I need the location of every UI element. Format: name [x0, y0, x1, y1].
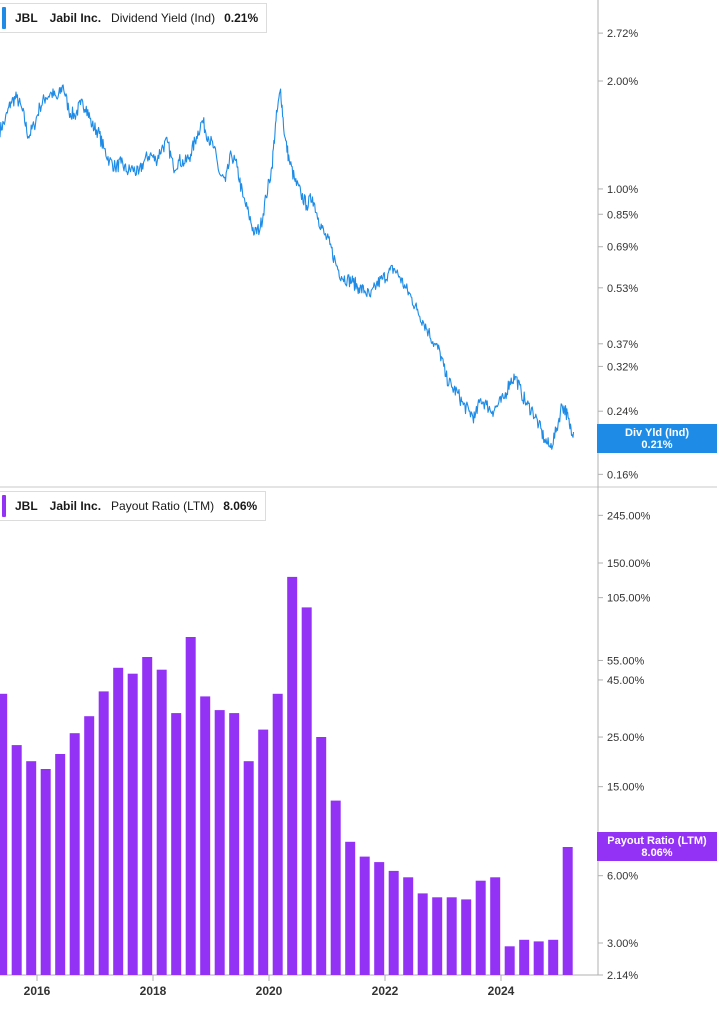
payout-legend: JBL Jabil Inc. Payout Ratio (LTM) 8.06%: [0, 491, 267, 521]
payout-bar: [475, 880, 486, 975]
yield-y-tick-label: 1.00%: [607, 184, 638, 196]
yield-y-tick-label: 0.16%: [607, 469, 638, 481]
yield-legend-value: 0.21%: [224, 11, 259, 25]
payout-y-tick-label: 15.00%: [607, 782, 645, 794]
payout-bar: [171, 713, 182, 975]
yield-legend-ticker: JBL: [15, 11, 38, 25]
yield-y-tick-label: 0.24%: [607, 406, 638, 418]
yield-y-tick-label: 0.32%: [607, 361, 638, 373]
x-tick-label: 2018: [140, 984, 167, 998]
payout-bar: [127, 673, 138, 975]
payout-bar: [504, 946, 515, 975]
payout-y-tick-label: 150.00%: [607, 558, 651, 570]
yield-y-tick-label: 0.53%: [607, 283, 638, 295]
payout-bar: [0, 693, 8, 975]
payout-bar: [113, 667, 124, 975]
payout-bar: [562, 847, 573, 975]
payout-bar: [214, 710, 225, 975]
payout-bar: [519, 939, 530, 975]
x-tick-label: 2016: [24, 984, 51, 998]
payout-y-tick-label: 105.00%: [607, 593, 651, 605]
yield-badge-value: 0.21%: [641, 439, 673, 451]
payout-bar: [417, 893, 428, 975]
payout-bar: [374, 862, 385, 975]
payout-y-tick-label: 2.14%: [607, 970, 638, 982]
payout-bar: [229, 713, 240, 975]
yield-legend-swatch: [2, 7, 6, 29]
yield-y-tick-label: 2.00%: [607, 76, 638, 88]
payout-y-tick-label: 55.00%: [607, 655, 645, 667]
payout-bar: [432, 897, 443, 975]
payout-bar: [69, 733, 80, 975]
yield-legend: JBL Jabil Inc. Dividend Yield (Ind) 0.21…: [0, 3, 268, 33]
yield-badge-label: Div Yld (Ind): [625, 427, 689, 439]
payout-legend-swatch: [2, 495, 6, 517]
payout-bar: [548, 939, 559, 975]
payout-bar: [156, 669, 167, 975]
payout-bar: [533, 941, 544, 975]
yield-y-tick-label: 0.85%: [607, 209, 638, 221]
yield-y-tick-label: 2.72%: [607, 28, 638, 40]
x-tick-label: 2024: [488, 984, 515, 998]
payout-bar: [84, 716, 95, 975]
yield-legend-metric: Dividend Yield (Ind): [111, 11, 216, 25]
payout-value-badge: Payout Ratio (LTM) 8.06%: [597, 832, 717, 861]
payout-bar: [345, 841, 356, 975]
payout-bar: [26, 761, 37, 975]
yield-y-tick-label: 0.69%: [607, 242, 638, 254]
payout-bar: [446, 897, 457, 975]
payout-bar: [461, 899, 472, 975]
payout-bar: [403, 877, 414, 975]
payout-bar: [11, 745, 22, 975]
payout-y-tick-label: 25.00%: [607, 732, 645, 744]
payout-bar: [330, 800, 341, 975]
payout-legend-ticker: JBL: [15, 499, 38, 513]
payout-y-tick-label: 6.00%: [607, 871, 638, 883]
payout-bar: [258, 729, 269, 975]
yield-legend-company: Jabil Inc.: [49, 11, 102, 25]
payout-bar: [98, 691, 109, 975]
payout-legend-value: 8.06%: [223, 499, 258, 513]
payout-badge-label: Payout Ratio (LTM): [607, 835, 707, 847]
payout-bar: [185, 637, 196, 975]
payout-bar: [55, 754, 66, 975]
yield-value-badge: Div Yld (Ind) 0.21%: [597, 424, 717, 453]
yield-y-tick-label: 0.37%: [607, 339, 638, 351]
payout-badge-value: 8.06%: [641, 847, 673, 859]
payout-bar: [388, 870, 399, 975]
payout-y-tick-label: 245.00%: [607, 510, 651, 522]
payout-legend-metric: Payout Ratio (LTM): [111, 499, 215, 513]
yield-series-line: [0, 84, 575, 450]
payout-y-tick-label: 3.00%: [607, 938, 638, 950]
x-tick-label: 2020: [256, 984, 283, 998]
payout-bar: [272, 693, 283, 975]
payout-bar: [316, 737, 327, 975]
payout-bar: [40, 769, 51, 975]
payout-bar: [200, 696, 211, 975]
payout-bar: [243, 761, 254, 975]
payout-bar: [490, 877, 501, 975]
payout-bar: [359, 856, 370, 975]
payout-bar: [287, 576, 298, 975]
payout-bar: [142, 657, 153, 975]
x-tick-label: 2022: [372, 984, 399, 998]
payout-y-tick-label: 45.00%: [607, 675, 645, 687]
payout-bar: [301, 607, 312, 975]
payout-legend-company: Jabil Inc.: [49, 499, 102, 513]
